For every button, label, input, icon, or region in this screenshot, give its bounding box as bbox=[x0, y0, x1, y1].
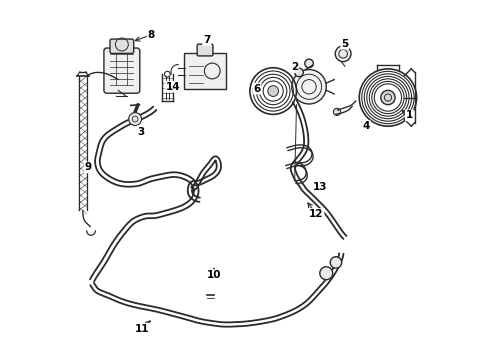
Text: 5: 5 bbox=[341, 39, 348, 49]
Circle shape bbox=[291, 69, 325, 104]
Text: 7: 7 bbox=[203, 35, 210, 45]
Text: 12: 12 bbox=[308, 209, 323, 219]
Circle shape bbox=[319, 267, 332, 280]
Circle shape bbox=[329, 257, 341, 268]
Text: 14: 14 bbox=[165, 82, 180, 92]
Text: 13: 13 bbox=[312, 182, 326, 192]
Text: 4: 4 bbox=[362, 121, 369, 131]
FancyBboxPatch shape bbox=[184, 53, 225, 89]
FancyBboxPatch shape bbox=[104, 48, 140, 93]
Circle shape bbox=[335, 46, 350, 62]
Text: 1: 1 bbox=[405, 111, 412, 121]
Circle shape bbox=[304, 59, 313, 68]
Circle shape bbox=[294, 68, 303, 77]
Text: 10: 10 bbox=[206, 270, 221, 280]
Text: 2: 2 bbox=[290, 62, 298, 72]
Text: 3: 3 bbox=[137, 127, 144, 136]
Circle shape bbox=[267, 86, 278, 96]
Circle shape bbox=[128, 113, 142, 126]
Text: 9: 9 bbox=[85, 162, 92, 172]
Circle shape bbox=[380, 90, 394, 105]
Text: 6: 6 bbox=[253, 84, 260, 94]
FancyBboxPatch shape bbox=[110, 39, 133, 53]
Text: 11: 11 bbox=[135, 324, 149, 334]
Circle shape bbox=[333, 108, 340, 116]
Text: 8: 8 bbox=[147, 30, 155, 40]
FancyBboxPatch shape bbox=[197, 44, 212, 56]
